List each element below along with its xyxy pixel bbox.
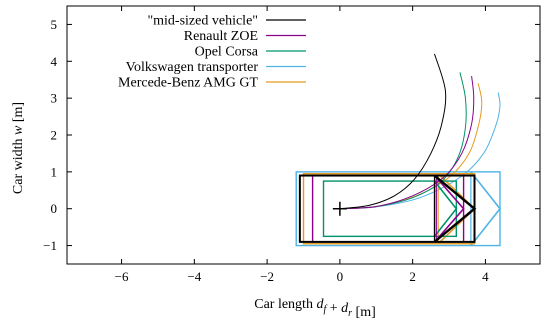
vehicle-outline: [295, 171, 501, 247]
legend-label: Mercede-Benz AMG GT: [118, 76, 258, 91]
origin-marker: [332, 201, 347, 216]
x-tick-label: −6: [115, 269, 129, 284]
legend-label: "mid-sized vehicle": [147, 14, 258, 29]
turning-path: [339, 72, 467, 210]
x-tick-label: 4: [482, 269, 489, 284]
ticks: −6 −4 −2 0 2 4 −1 0 1 2 3 4 5: [43, 6, 540, 284]
turning-path: [339, 92, 501, 210]
series-2: [322, 72, 467, 238]
y-tick-label: 2: [51, 128, 58, 143]
heading-arrow: [470, 171, 501, 247]
x-tick-label: −4: [187, 269, 201, 284]
legend-label: Volkswagen transporter: [126, 60, 259, 75]
heading-arrow: [435, 176, 465, 241]
y-tick-label: 5: [51, 17, 58, 32]
y-tick-label: 0: [51, 201, 58, 216]
y-tick-label: 1: [51, 164, 58, 179]
x-axis-label: Car length df + dr [m]: [254, 297, 376, 320]
x-tick-label: −2: [260, 269, 274, 284]
turning-path: [339, 83, 483, 210]
turning-path: [339, 53, 447, 210]
series-0: [298, 53, 477, 243]
legend-label: Opel Corsa: [195, 45, 259, 60]
x-tick-label: 2: [409, 269, 416, 284]
x-tick-label: 0: [337, 269, 344, 284]
y-tick-label: −1: [43, 238, 57, 253]
legend-label: Renault ZOE: [184, 29, 258, 44]
y-tick-label: 4: [51, 54, 58, 69]
y-tick-label: 3: [51, 91, 58, 106]
series-1: [311, 75, 475, 243]
plot-content: [295, 53, 501, 247]
y-axis-label: Car width w [m]: [11, 102, 26, 194]
turning-path: [339, 75, 475, 210]
heading-arrow: [433, 174, 477, 243]
heading-arrow: [433, 180, 458, 237]
series-3: [295, 92, 501, 247]
